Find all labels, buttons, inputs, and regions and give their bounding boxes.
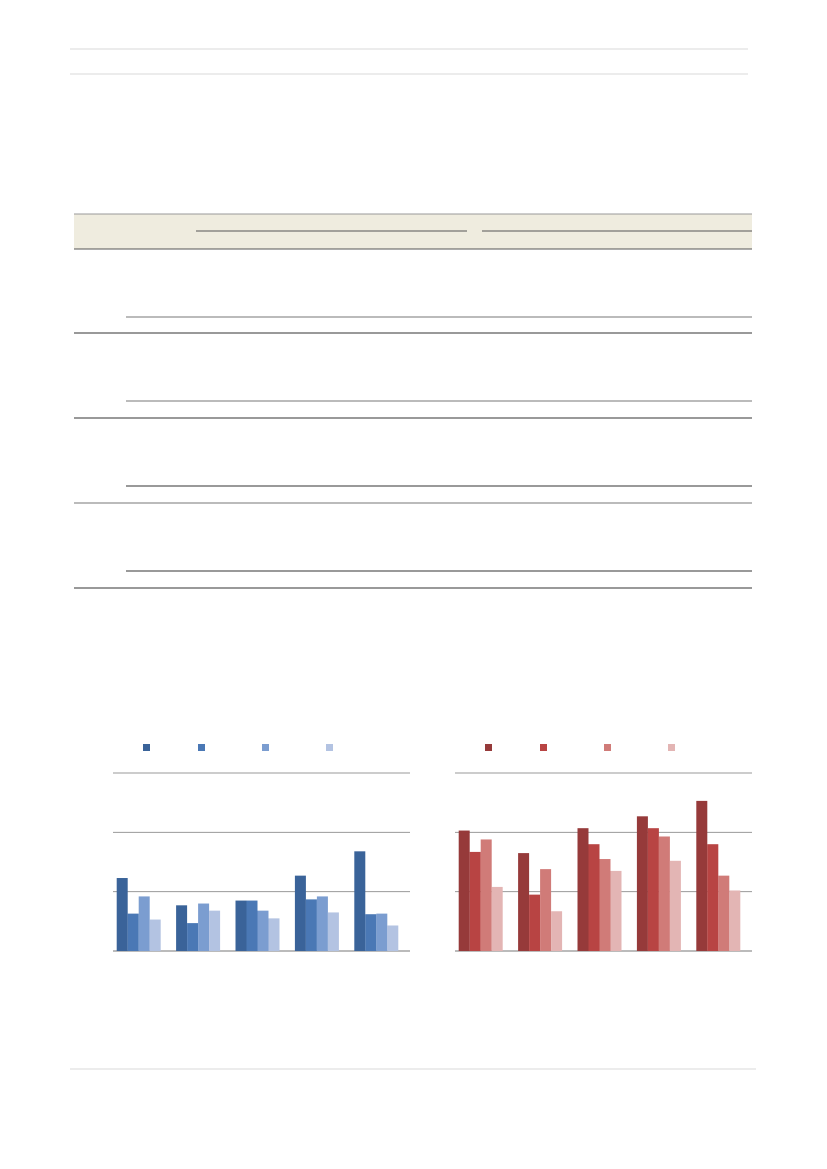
- bar: [127, 913, 139, 951]
- bar: [599, 859, 611, 951]
- bar: [138, 896, 150, 951]
- bar: [658, 836, 670, 951]
- bar: [529, 894, 541, 951]
- bar: [469, 851, 481, 951]
- legend-marker: [262, 744, 269, 751]
- bar: [187, 923, 199, 951]
- bar: [246, 900, 258, 951]
- bar: [647, 828, 659, 951]
- bar: [610, 870, 622, 951]
- table: [74, 213, 752, 589]
- legend-marker: [604, 744, 611, 751]
- bar: [376, 913, 388, 951]
- bar: [577, 828, 589, 951]
- table-rows: [74, 316, 752, 589]
- bar: [480, 839, 492, 951]
- legend-marker: [326, 744, 333, 751]
- bar: [458, 830, 470, 951]
- legend-marker: [143, 744, 150, 751]
- legend-marker: [540, 744, 547, 751]
- bar: [257, 910, 269, 951]
- bar: [669, 860, 681, 951]
- bar: [116, 878, 128, 951]
- bar: [718, 875, 730, 951]
- bar: [540, 869, 552, 951]
- bar: [268, 918, 280, 951]
- bar: [696, 800, 708, 951]
- bar: [176, 905, 188, 951]
- bar: [707, 844, 719, 951]
- bar: [354, 851, 366, 951]
- bar: [294, 875, 306, 951]
- legend-marker: [668, 744, 675, 751]
- legend-marker: [198, 744, 205, 751]
- page-header: [70, 48, 748, 75]
- bar: [327, 912, 339, 951]
- bar: [387, 925, 399, 951]
- bar: [149, 919, 161, 951]
- bar: [235, 900, 247, 951]
- legend-marker: [485, 744, 492, 751]
- bar: [198, 903, 210, 951]
- bar: [491, 886, 503, 951]
- bar: [365, 914, 377, 951]
- bar: [305, 899, 317, 951]
- bar: [729, 890, 741, 951]
- bar: [209, 910, 221, 951]
- bar: [518, 853, 530, 951]
- bar: [588, 844, 600, 951]
- bar: [316, 896, 328, 951]
- bar: [551, 911, 563, 951]
- bar: [636, 816, 648, 951]
